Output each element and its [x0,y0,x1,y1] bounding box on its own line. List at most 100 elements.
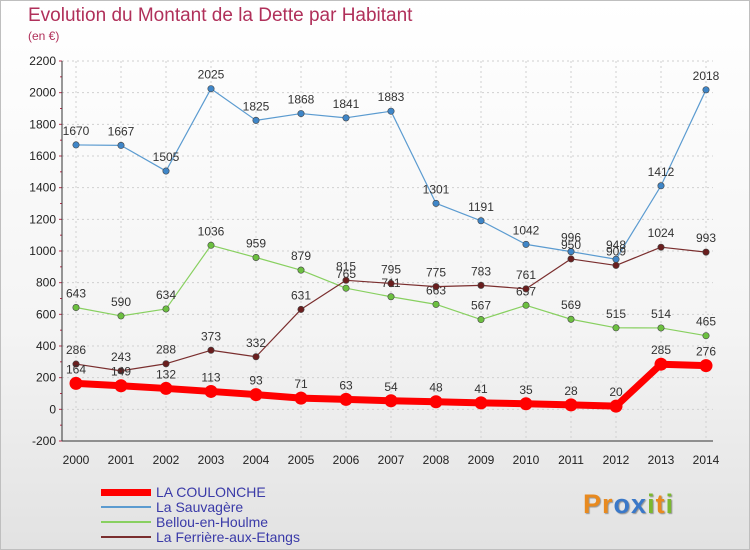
x-tick-label: 2014 [693,453,720,467]
x-tick-label: 2001 [108,453,135,467]
data-point [522,285,530,293]
data-label: 286 [66,343,86,357]
data-label: 815 [336,259,356,273]
data-label: 465 [696,315,716,329]
data-label: 775 [426,266,446,280]
data-point [567,315,575,323]
data-label: 959 [246,236,266,250]
data-point [117,141,125,149]
data-label: 35 [519,383,533,397]
data-label: 761 [516,268,536,282]
logo-letter: r [602,489,614,519]
y-tick-label: -200 [32,434,56,448]
data-point [429,395,443,409]
data-label: 93 [249,374,263,388]
y-tick-label: 200 [36,371,56,385]
legend-swatch [101,521,151,523]
x-tick-label: 2012 [603,453,630,467]
data-label: 332 [246,336,266,350]
logo-letter: x [631,489,648,519]
data-label: 1825 [243,99,270,113]
logo-letter: i [647,489,656,519]
data-label: 132 [156,367,176,381]
data-label: 948 [606,238,626,252]
data-point [387,107,395,115]
data-label: 879 [291,249,311,263]
data-point [72,360,80,368]
data-label: 765 [336,267,356,281]
data-point [162,305,170,313]
data-point [702,248,710,256]
x-tick-label: 2011 [558,453,584,467]
data-label: 373 [201,329,221,343]
data-label: 243 [111,350,131,364]
data-point [567,255,575,263]
data-point [567,248,575,256]
data-label: 1841 [333,97,360,111]
legend-swatch [101,506,151,508]
data-label: 2018 [693,69,720,83]
data-point [207,346,215,354]
data-label: 514 [651,307,671,321]
data-point [249,388,263,402]
data-label: 149 [111,365,131,379]
data-point [612,261,620,269]
legend-item: Bellou-en-Houlme [101,514,361,530]
x-tick-label: 2008 [423,453,450,467]
data-label: 1868 [288,93,315,107]
x-tick-label: 2002 [153,453,180,467]
x-tick-label: 2010 [513,453,540,467]
data-point [342,114,350,122]
legend-label: Bellou-en-Houlme [156,514,269,530]
data-point [387,279,395,287]
data-point [162,167,170,175]
data-point [387,293,395,301]
y-tick-label: 1800 [29,117,56,131]
data-point [657,182,665,190]
data-label: 20 [609,385,623,399]
y-tick-label: 1200 [29,212,56,226]
x-tick-label: 2009 [468,453,495,467]
data-label: 113 [201,370,220,384]
y-tick-label: 1400 [29,181,56,195]
data-label: 2025 [198,68,225,82]
y-tick-label: 600 [36,307,56,321]
x-tick-label: 2004 [243,453,270,467]
chart-unit: (en €) [28,29,60,43]
data-point [654,357,668,371]
data-point [702,332,710,340]
data-point [612,324,620,332]
data-point [432,283,440,291]
legend-item: La Ferrière-aux-Etangs [101,529,361,545]
data-label: 41 [474,382,488,396]
data-point [252,116,260,124]
data-label: 1042 [513,223,540,237]
y-tick-label: 1600 [29,149,56,163]
data-label: 590 [111,295,131,309]
data-label: 1412 [648,165,675,179]
legend-item: LA COULONCHE [101,484,361,500]
data-label: 631 [291,288,311,302]
data-point [384,394,398,408]
legend-swatch [101,489,151,496]
data-label: 48 [429,381,443,395]
data-point [477,217,485,225]
y-tick-label: 1000 [29,244,56,258]
logo-letter: P [583,489,603,519]
data-label: 71 [294,377,308,391]
data-label: 950 [561,238,581,252]
data-label: 288 [156,343,176,357]
logo-letter: o [613,489,632,519]
x-tick-label: 2013 [648,453,675,467]
data-point [297,110,305,118]
x-tick-label: 2000 [63,453,90,467]
x-tick-label: 2007 [378,453,405,467]
data-label: 28 [564,384,578,398]
chart-legend: LA COULONCHE La Sauvagère Bellou-en-Houlme… [101,484,361,545]
data-point [117,312,125,320]
data-label: 1024 [648,226,675,240]
y-tick-label: 800 [36,276,56,290]
data-point [159,381,173,395]
data-point [207,85,215,93]
